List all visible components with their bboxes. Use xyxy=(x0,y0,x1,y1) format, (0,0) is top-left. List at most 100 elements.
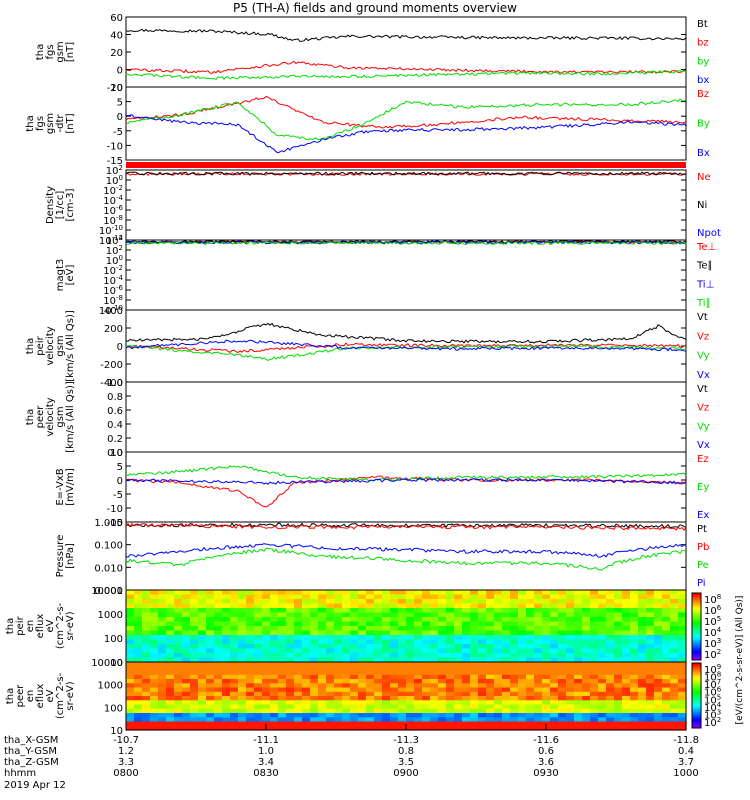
heatmap-cell xyxy=(406,687,415,693)
heatmap-cell xyxy=(510,639,519,645)
heatmap-cell xyxy=(398,717,407,723)
heatmap-cell xyxy=(158,594,167,600)
heatmap-cell xyxy=(142,687,151,693)
heatmap-cell xyxy=(438,612,447,618)
colorbar-2-swatch xyxy=(692,723,701,727)
heatmap-cell xyxy=(462,700,471,706)
heatmap-cell xyxy=(454,725,463,731)
heatmap-cell xyxy=(270,717,279,723)
heatmap-cell xyxy=(334,670,343,676)
heatmap-cell xyxy=(174,683,183,689)
heatmap-cell xyxy=(158,670,167,676)
colorbar-2-swatch xyxy=(692,693,701,696)
heatmap-cell xyxy=(430,687,439,693)
heatmap-cell xyxy=(230,635,239,641)
heatmap-cell xyxy=(206,708,215,714)
heatmap-cell xyxy=(438,687,447,693)
heatmap-cell xyxy=(166,657,175,663)
heatmap-cell xyxy=(678,630,687,636)
heatmap-cell xyxy=(518,657,527,663)
heatmap-cell xyxy=(334,639,343,645)
heatmap-cell xyxy=(526,603,535,609)
heatmap-cell xyxy=(518,639,527,645)
heatmap-cell xyxy=(270,590,279,596)
colorbar-2-swatch xyxy=(692,697,701,701)
heatmap-cell xyxy=(550,626,559,632)
heatmap-cell xyxy=(366,683,375,689)
colorbar-2-swatch xyxy=(692,680,701,683)
heatmap-cell xyxy=(598,608,607,614)
heatmap-cell xyxy=(158,621,167,627)
heatmap-cell xyxy=(638,621,647,627)
heatmap-cell xyxy=(158,639,167,645)
heatmap-cell xyxy=(574,683,583,689)
heatmap-cell xyxy=(566,691,575,697)
heatmap-cell xyxy=(406,662,415,667)
heatmap-cell xyxy=(614,653,623,659)
heatmap-cell xyxy=(558,683,567,689)
x-tick-label: 3.6 xyxy=(538,757,554,768)
heatmap-cell xyxy=(542,653,551,659)
heatmap-cell xyxy=(534,621,543,627)
legend-label: Vz xyxy=(697,331,709,342)
heatmap-cell xyxy=(454,704,463,710)
heatmap-cell xyxy=(430,626,439,632)
heatmap-cell xyxy=(414,700,423,706)
heatmap-cell xyxy=(526,630,535,636)
heatmap-cell xyxy=(366,717,375,723)
heatmap-cell xyxy=(494,612,503,618)
colorbar-2-swatch xyxy=(692,684,701,688)
heatmap-cell xyxy=(526,590,535,596)
heatmap-cell xyxy=(198,594,207,600)
heatmap-cell xyxy=(342,639,351,645)
heatmap-cell xyxy=(198,657,207,663)
colorbar-1-swatch xyxy=(692,655,701,659)
heatmap-cell xyxy=(494,603,503,609)
heatmap-cell xyxy=(222,691,231,697)
heatmap-cell xyxy=(438,679,447,684)
heatmap-cell xyxy=(462,721,471,727)
heatmap-cell xyxy=(358,626,367,632)
heatmap-cell xyxy=(198,662,207,667)
heatmap-cell xyxy=(278,608,287,614)
heatmap-cell xyxy=(350,603,359,609)
heatmap-cell xyxy=(566,644,575,650)
heatmap-cell xyxy=(214,679,223,684)
heatmap-cell xyxy=(518,666,527,672)
heatmap-cell xyxy=(158,599,167,605)
heatmap-cell xyxy=(310,717,319,723)
heatmap-cell xyxy=(230,626,239,632)
heatmap-cell xyxy=(398,696,407,701)
heatmap-cell xyxy=(270,725,279,731)
heatmap-cell xyxy=(382,594,391,600)
heatmap-cell xyxy=(182,721,191,727)
heatmap-cell xyxy=(390,662,399,667)
heatmap-cell xyxy=(310,621,319,627)
heatmap-cell xyxy=(534,721,543,727)
heatmap-cell xyxy=(342,630,351,636)
heatmap-cell xyxy=(246,590,255,596)
y-tick-label: 0.4 xyxy=(107,420,123,431)
heatmap-cell xyxy=(390,590,399,596)
heatmap-cell xyxy=(502,590,511,596)
heatmap-cell xyxy=(582,612,591,618)
heatmap-cell xyxy=(486,670,495,676)
heatmap-cell xyxy=(446,662,455,667)
heatmap-cell xyxy=(574,657,583,663)
heatmap-cell xyxy=(462,630,471,636)
heatmap-cell xyxy=(590,657,599,663)
heatmap-cell xyxy=(150,635,159,641)
heatmap-cell xyxy=(350,635,359,641)
heatmap-cell xyxy=(142,696,151,701)
heatmap-cell xyxy=(334,621,343,627)
heatmap-cell xyxy=(502,666,511,672)
heatmap-cell xyxy=(214,626,223,632)
heatmap-cell xyxy=(614,630,623,636)
legend-label: Bz xyxy=(697,89,709,100)
heatmap-cell xyxy=(478,704,487,710)
heatmap-cell xyxy=(142,666,151,672)
heatmap-cell xyxy=(614,644,623,650)
heatmap-cell xyxy=(670,708,679,714)
heatmap-cell xyxy=(318,639,327,645)
heatmap-cell xyxy=(430,594,439,600)
